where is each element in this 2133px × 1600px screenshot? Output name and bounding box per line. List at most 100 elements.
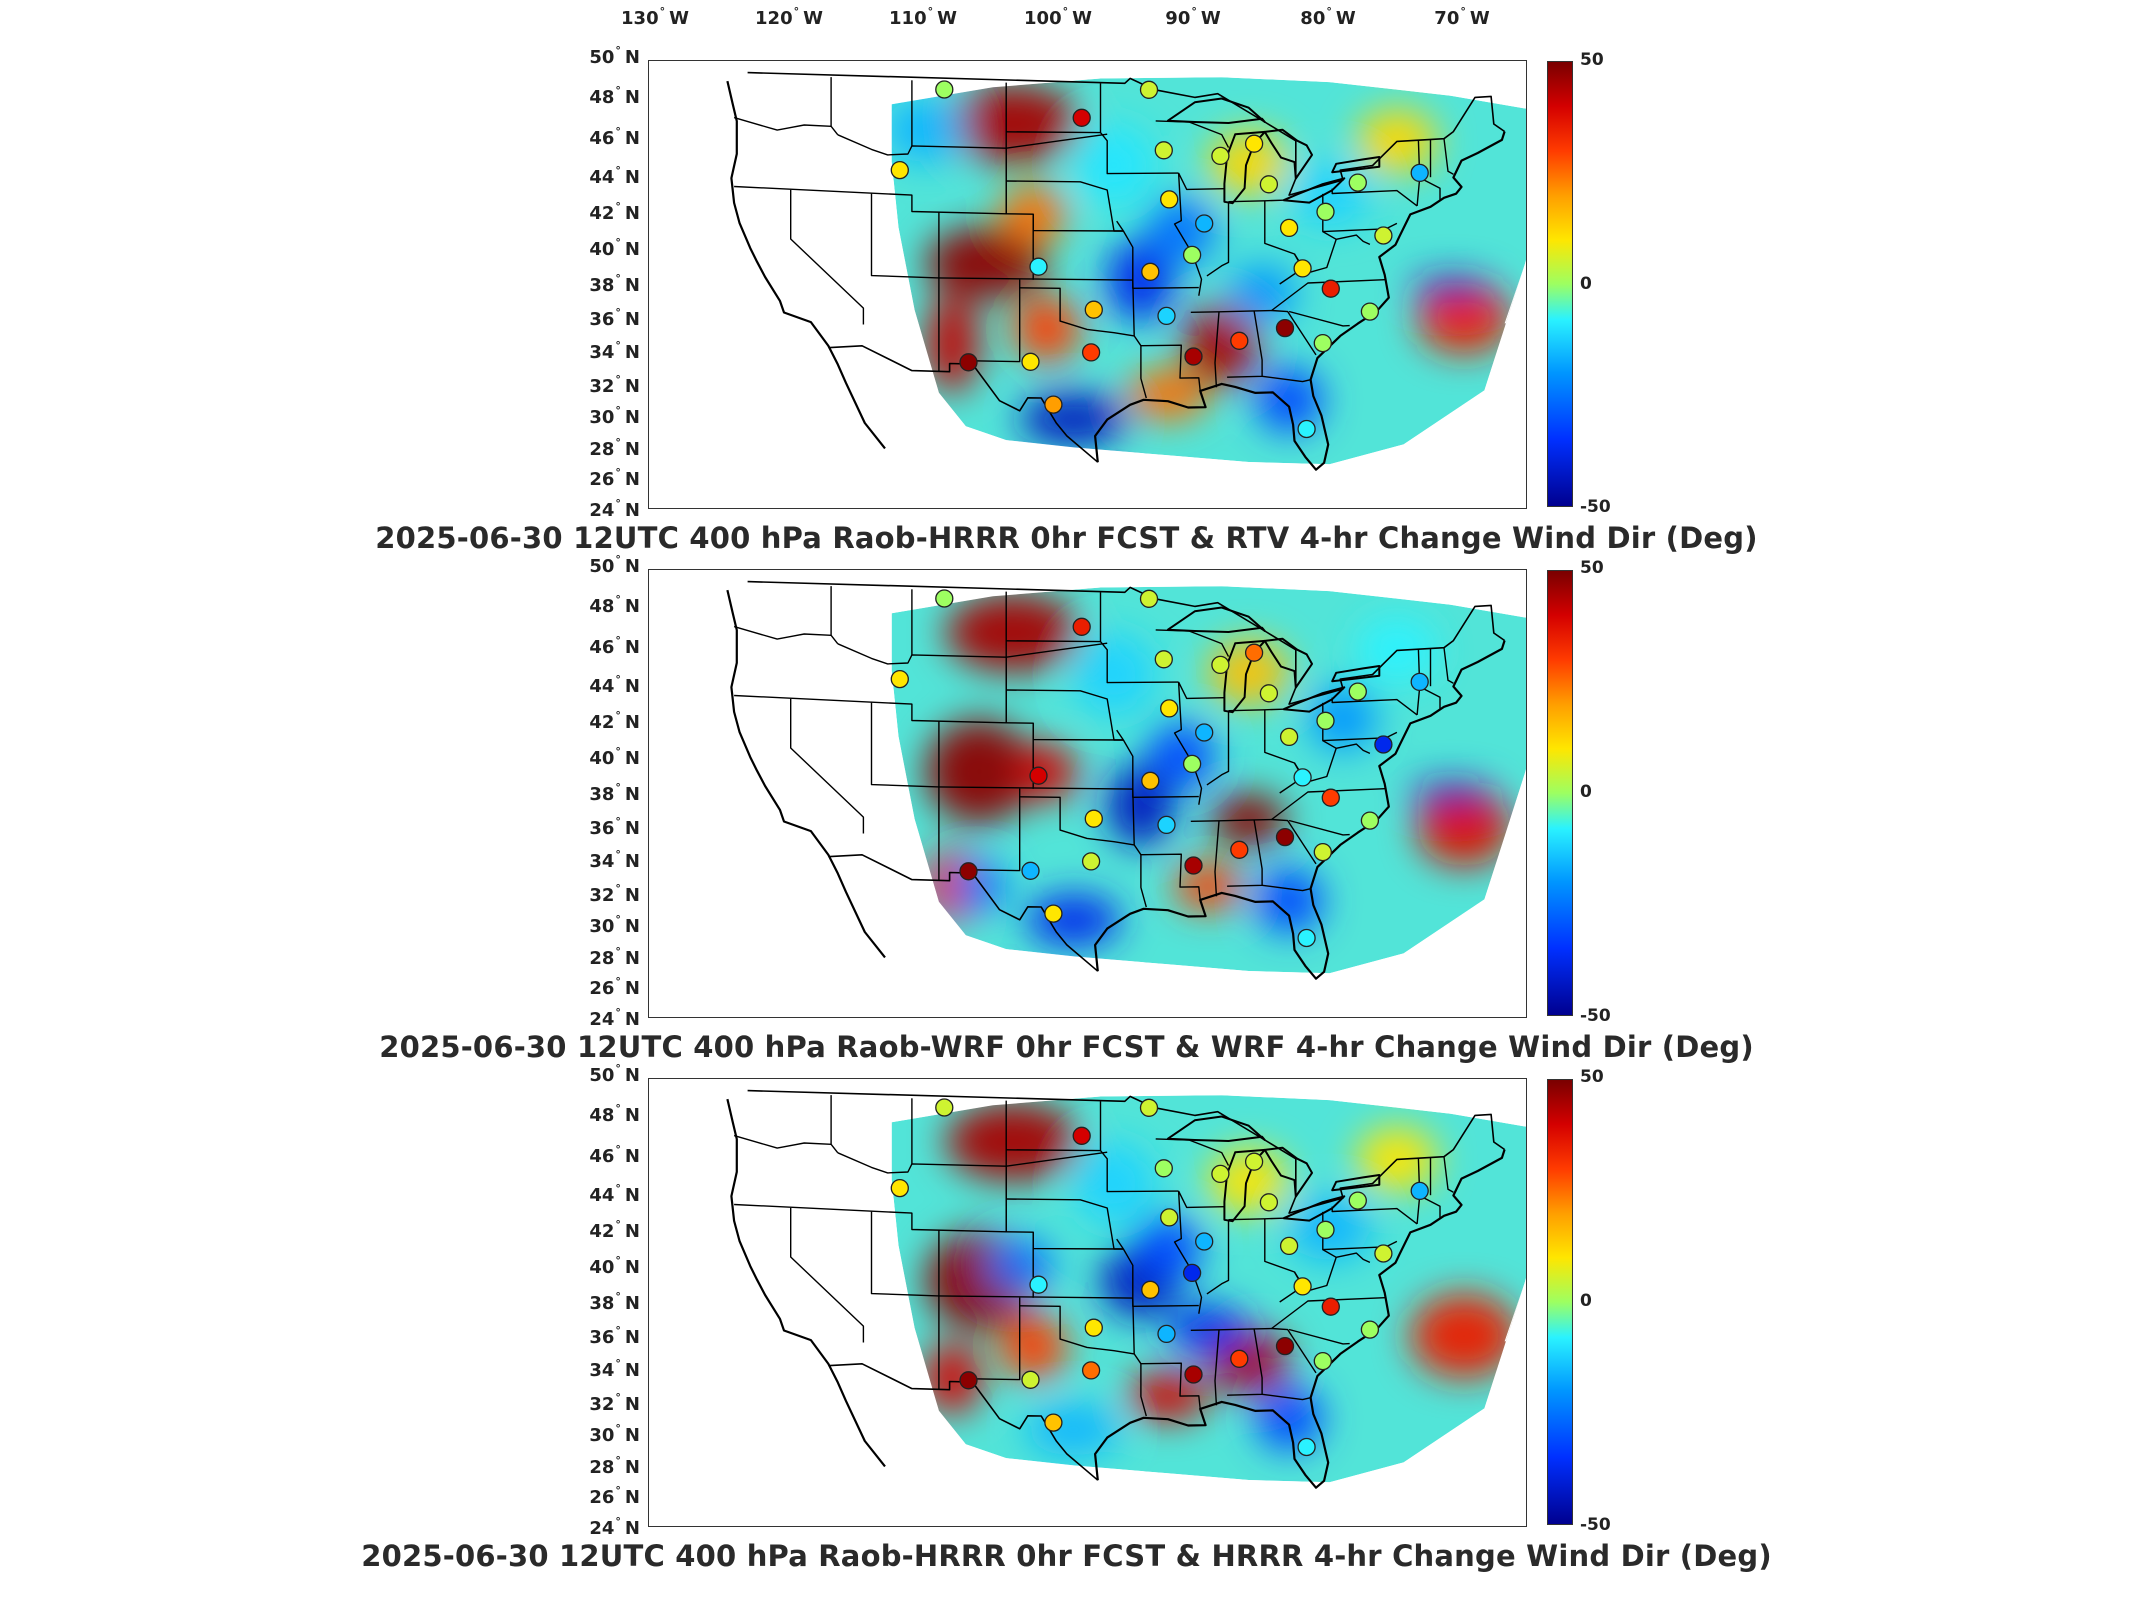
west-coastline	[726, 80, 886, 450]
wind-anomaly-region	[1147, 197, 1216, 264]
raob-station-marker	[1072, 617, 1091, 636]
wind-anomaly-region	[1416, 281, 1512, 354]
raob-station-marker	[1230, 840, 1249, 859]
state-boundary	[1214, 311, 1220, 388]
state-boundary	[972, 1297, 1021, 1381]
colorbar-3	[1547, 1079, 1573, 1525]
raob-station-marker	[1297, 1437, 1316, 1457]
lon-label-130w: 130° W	[621, 5, 689, 29]
raob-station-marker	[1141, 771, 1160, 790]
great-lake-outline	[1282, 177, 1346, 204]
lat-label-48n: 48° N	[589, 1102, 640, 1126]
wind-anomaly-region	[1183, 303, 1260, 386]
raob-station-marker	[1195, 214, 1214, 233]
lat-label-36n: 36° N	[589, 306, 640, 330]
wind-anomaly-region	[925, 294, 980, 394]
state-boundary	[1140, 344, 1201, 391]
missing-data-gap	[1524, 1371, 1526, 1430]
lat-label-48n: 48° N	[589, 84, 640, 108]
raob-station-marker	[1139, 1098, 1159, 1117]
state-boundary	[1262, 375, 1311, 383]
raob-station-marker	[1279, 727, 1299, 747]
state-boundary	[1190, 279, 1385, 313]
raob-station-marker	[1410, 672, 1429, 692]
state-boundary	[1271, 1327, 1317, 1374]
raob-station-marker	[1259, 175, 1279, 194]
state-boundary	[1173, 682, 1203, 805]
lat-label-30n: 30° N	[589, 1422, 640, 1446]
raob-station-marker	[1081, 343, 1101, 362]
raob-station-marker	[1141, 262, 1160, 281]
colorbar-2-max-label: 50	[1580, 558, 1604, 578]
raob-station-marker	[890, 160, 909, 180]
wind-anomaly-region	[925, 719, 1034, 824]
wind-anomaly-region	[945, 1102, 1081, 1182]
colorbar-3-max-label: 50	[1580, 1067, 1604, 1087]
wind-anomaly-region	[1255, 868, 1323, 934]
state-boundary	[1116, 729, 1199, 798]
wind-anomaly-region	[925, 226, 1047, 299]
state-boundary	[1099, 83, 1179, 175]
state-boundary	[1190, 788, 1385, 822]
state-boundary	[1322, 230, 1371, 246]
lat-label-26n: 26° N	[589, 466, 640, 490]
raob-station-marker	[1044, 395, 1063, 414]
state-boundary	[1019, 287, 1135, 337]
panel-3-title: 2025-06-30 12UTC 400 hPa Raob-HRRR 0hr F…	[361, 1539, 1772, 1573]
raob-station-marker	[1211, 1164, 1230, 1184]
state-boundary	[870, 702, 940, 788]
state-boundary	[1019, 796, 1135, 846]
lat-label-24n: 24° N	[589, 1515, 640, 1539]
raob-station-marker	[1297, 419, 1316, 439]
colorbar-3-min-label: -50	[1580, 1515, 1611, 1535]
raob-station-marker	[1211, 146, 1230, 166]
lat-label-48n: 48° N	[589, 593, 640, 617]
raob-station-marker	[1293, 1277, 1312, 1296]
state-boundary	[1099, 1101, 1179, 1193]
raob-station-marker	[1293, 768, 1312, 787]
lat-label-32n: 32° N	[589, 373, 640, 397]
state-boundary	[1322, 1248, 1371, 1264]
raob-station-marker	[1275, 318, 1295, 338]
state-boundary	[1177, 681, 1225, 700]
wind-direction-field-2	[726, 580, 1526, 980]
state-boundary	[733, 116, 832, 131]
state-boundary	[1271, 309, 1317, 356]
wind-field-layer	[891, 77, 1526, 465]
lat-label-24n: 24° N	[589, 497, 640, 521]
state-boundary	[1214, 1329, 1220, 1406]
raob-station-marker	[1313, 1351, 1332, 1371]
raob-station-marker	[1182, 754, 1202, 774]
state-boundary	[1227, 1328, 1263, 1396]
state-boundary	[972, 279, 1021, 363]
lat-label-44n: 44° N	[589, 673, 640, 697]
lat-label-28n: 28° N	[589, 1454, 640, 1478]
lat-label-46n: 46° N	[589, 1143, 640, 1167]
state-boundary	[734, 1152, 1007, 1233]
state-boundary	[1006, 180, 1124, 232]
raob-station-marker	[1279, 218, 1299, 238]
lat-label-42n: 42° N	[589, 709, 640, 733]
raob-station-marker	[890, 669, 909, 689]
great-lake-outline	[1263, 637, 1313, 689]
state-boundary	[790, 698, 865, 834]
raob-station-marker	[1360, 1320, 1380, 1339]
state-boundary	[870, 1211, 940, 1297]
great-lake-outline	[1263, 1146, 1313, 1198]
west-coastline	[726, 589, 886, 959]
state-boundary	[1288, 819, 1350, 836]
state-boundary	[1271, 818, 1317, 865]
state-boundary	[1228, 708, 1284, 712]
gulf-atlantic-coastline	[1094, 640, 1506, 980]
state-boundary	[1214, 820, 1220, 897]
raob-station-marker	[1021, 1370, 1040, 1389]
raob-station-marker	[1293, 259, 1312, 278]
lat-label-28n: 28° N	[589, 945, 640, 969]
raob-station-marker	[1316, 711, 1335, 730]
raob-station-marker	[1157, 815, 1176, 835]
state-boundary	[1227, 310, 1263, 378]
raob-station-marker	[1081, 1361, 1101, 1380]
raob-station-marker	[1160, 1208, 1179, 1227]
raob-station-marker	[1081, 852, 1101, 871]
wind-anomaly-region	[945, 84, 1081, 164]
